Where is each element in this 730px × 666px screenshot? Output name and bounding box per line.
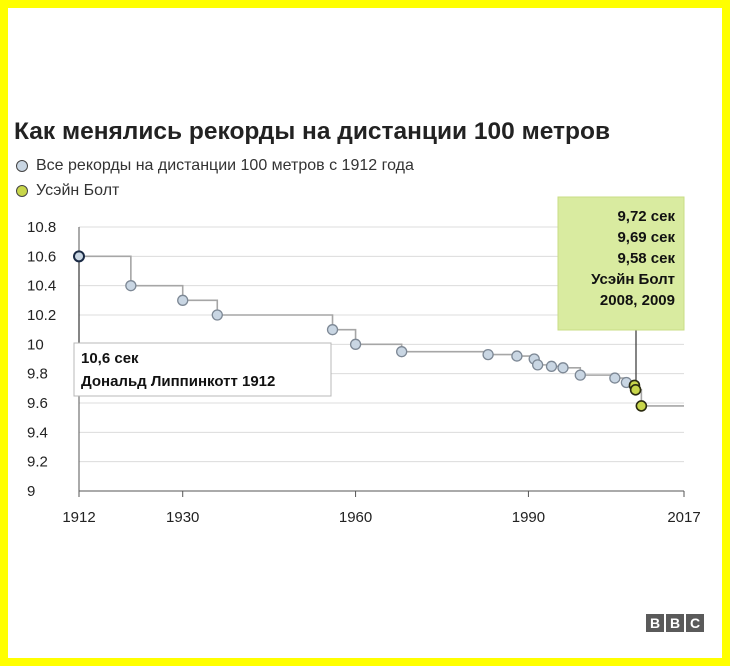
start-annotation-box [73, 342, 332, 397]
y-tick-label: 10.2 [27, 307, 56, 324]
y-tick-label: 9.2 [27, 454, 48, 471]
y-tick-label: 9.8 [27, 366, 48, 383]
legend-label-bolt: Усэйн Болт [36, 182, 120, 199]
record-point [482, 348, 494, 361]
y-tick-label: 10.6 [27, 248, 56, 265]
x-tick-label: 1960 [339, 509, 372, 526]
y-tick-label: 10.8 [27, 219, 56, 236]
legend-marker-all-records [16, 160, 28, 172]
x-tick-label: 1990 [512, 509, 545, 526]
y-tick-label: 9.6 [27, 395, 48, 412]
chart-title: Как менялись рекорды на дистанции 100 ме… [14, 118, 611, 145]
bolt-annotation-box [557, 196, 685, 331]
x-tick-label: 1912 [62, 509, 95, 526]
legend-item-all-records: Все рекорды на дистанции 100 метров с 19… [16, 157, 414, 175]
bbc-logo: B B C [646, 614, 704, 632]
record-point [609, 372, 621, 384]
bolt-annotation-line: Усэйн Болт [591, 271, 675, 288]
bbc-logo-letter: B [666, 614, 684, 632]
legend-label-all-records: Все рекорды на дистанции 100 метров с 19… [36, 157, 414, 174]
record-point [349, 338, 362, 350]
record-point [557, 362, 569, 374]
bolt-record-point [635, 400, 648, 412]
legend-marker-bolt [16, 185, 28, 197]
start-annotation: 10,6 сек Дональд Липпинкотт 1912 [73, 342, 332, 397]
record-point [125, 280, 137, 292]
record-point [326, 324, 339, 336]
start-annotation-line: Дональд Липпинкотт 1912 [81, 373, 275, 390]
y-tick-label: 9.4 [27, 424, 48, 441]
y-tick-label: 10 [27, 336, 44, 353]
x-tick-label: 2017 [667, 509, 700, 526]
bolt-annotation-line: 9,58 сек [617, 250, 675, 267]
record-point [211, 309, 223, 321]
bbc-logo-letter: B [646, 614, 664, 632]
bolt-annotation-line: 9,72 сек [617, 208, 675, 225]
bolt-record-point [629, 383, 642, 396]
x-tick-label: 1930 [166, 509, 199, 526]
record-point [177, 294, 189, 306]
record-point [531, 359, 544, 371]
y-tick-label: 10.4 [27, 278, 56, 295]
record-point [511, 350, 523, 362]
record-point-1912 [73, 250, 85, 263]
bolt-annotation-line: 9,69 сек [617, 229, 675, 246]
bbc-logo-letter: C [686, 614, 704, 632]
record-point [396, 346, 408, 358]
legend-item-bolt: Усэйн Болт [16, 182, 119, 200]
bolt-annotation: 9,72 сек 9,69 сек 9,58 сек Усэйн Болт 2008, … [557, 196, 685, 331]
bolt-annotation-line: 2008, 2009 [600, 292, 675, 309]
start-annotation-line: 10,6 сек [81, 350, 139, 367]
record-point [574, 369, 586, 381]
y-tick-label: 9 [27, 483, 35, 500]
record-point [545, 360, 558, 372]
chart-card [8, 8, 722, 658]
